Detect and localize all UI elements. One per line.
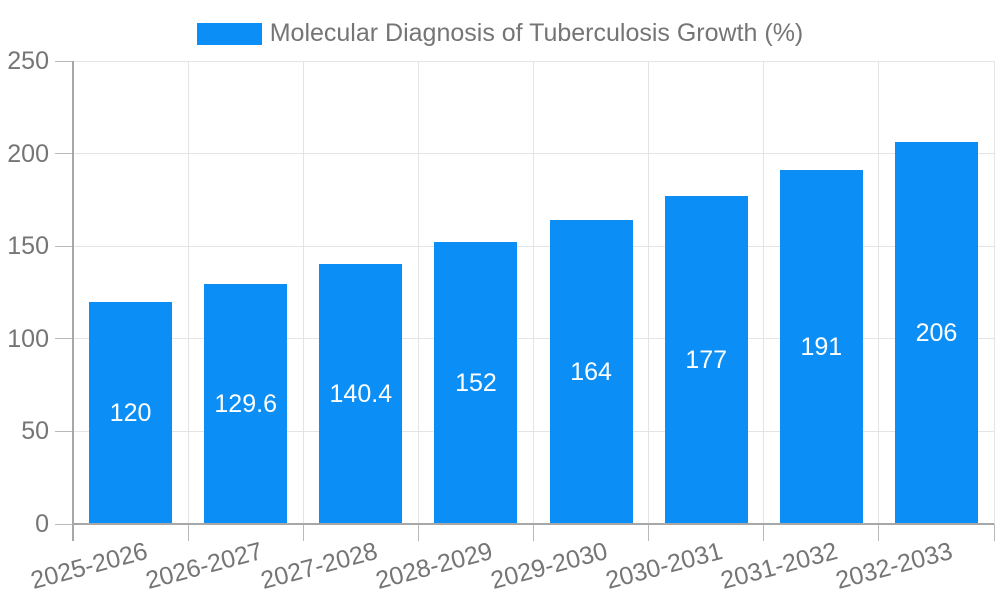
x-axis-tick: [878, 524, 880, 541]
x-axis-tick: [187, 524, 189, 541]
bar-value-label: 120: [109, 398, 152, 427]
gridline-vertical: [648, 61, 650, 524]
x-axis-tick: [763, 524, 765, 541]
y-axis-tick: [55, 245, 73, 247]
gridline-vertical: [417, 61, 419, 524]
y-axis-tick: [55, 60, 73, 62]
bar: 191: [779, 170, 863, 524]
gridline-vertical: [993, 61, 995, 524]
gridline-vertical: [763, 61, 765, 524]
x-axis-tick: [417, 524, 419, 541]
bar: 164: [549, 220, 633, 524]
y-axis-tick: [55, 430, 73, 432]
gridline-vertical: [302, 61, 304, 524]
y-axis-tick: [55, 338, 73, 340]
bar-value-label: 129.6: [214, 389, 277, 418]
y-axis-tick: [55, 523, 73, 525]
bar: 152: [434, 242, 518, 524]
legend-label: Molecular Diagnosis of Tuberculosis Grow…: [269, 19, 804, 47]
bar: 206: [894, 142, 978, 524]
gridline-vertical: [533, 61, 534, 524]
gridline-vertical: [187, 61, 189, 524]
bar-value-label: 164: [570, 358, 612, 387]
bar: 140.4: [319, 263, 403, 524]
bar-value-label: 191: [800, 333, 843, 362]
x-axis-line: [73, 523, 994, 525]
x-axis-tick: [648, 524, 650, 541]
bar: 120: [89, 301, 173, 524]
bar-value-label: 152: [455, 369, 497, 398]
y-axis-tick-label: 250: [7, 47, 49, 75]
y-axis-line: [72, 61, 74, 541]
bar-value-label: 140.4: [329, 379, 393, 408]
y-axis-tick: [55, 153, 73, 155]
y-axis-tick-label: 200: [7, 139, 49, 168]
gridline-vertical: [878, 61, 880, 524]
x-axis-tick: [302, 524, 304, 541]
y-axis-tick-label: 100: [7, 324, 49, 353]
legend[interactable]: Molecular Diagnosis of Tuberculosis Grow…: [0, 19, 1000, 48]
x-axis-tick: [993, 524, 995, 541]
y-axis-tick-label: 0: [35, 510, 49, 538]
x-axis-tick: [533, 524, 534, 541]
y-axis-tick-label: 50: [21, 417, 49, 446]
bar: 129.6: [204, 283, 288, 524]
y-axis-tick-label: 150: [7, 232, 49, 261]
bar-value-label: 206: [915, 319, 958, 348]
bar-value-label: 177: [685, 346, 728, 375]
legend-swatch: [196, 22, 262, 45]
bar: 177: [664, 196, 748, 524]
